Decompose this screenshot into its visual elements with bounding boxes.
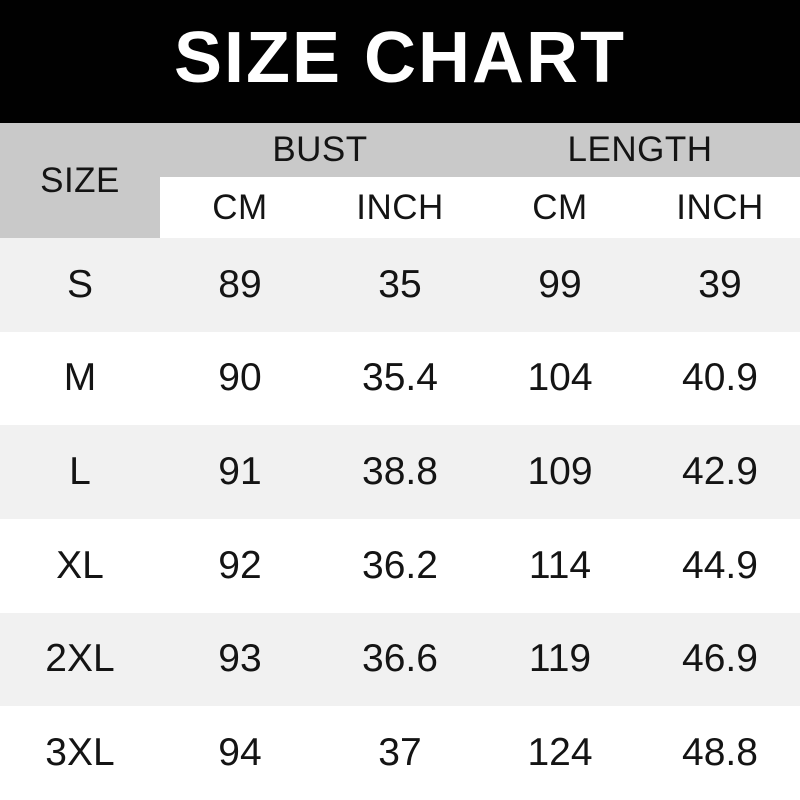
page-title: SIZE CHART [174,17,626,98]
size-cell: L [69,450,91,494]
value-cell: 119 [528,637,592,681]
table-row: S 89 35 99 39 [0,238,800,332]
value-cell: 94 [218,731,262,775]
size-cell: M [63,356,97,400]
table-row: L 91 38.8 109 42.9 [0,425,800,519]
value-cell: 38.8 [362,450,438,494]
value-cell: 90 [218,356,262,400]
value-cell: 109 [527,450,593,494]
value-cell: 36.2 [362,543,438,587]
value-cell: 91 [218,450,262,494]
size-cell: XL [56,543,104,587]
value-cell: 104 [527,356,593,400]
size-cell: S [66,262,93,306]
column-header-size: SIZE [0,123,160,238]
table-row: M 90 35.4 104 40.9 [0,331,800,426]
value-cell: 93 [218,637,262,681]
value-cell: 48.8 [682,731,758,775]
value-cell: 37 [378,731,422,775]
value-cell: 114 [528,543,592,587]
column-header-length-inch: INCH [640,177,800,238]
column-group-header-bust: BUST [160,123,480,177]
size-cell: 2XL [45,637,115,681]
value-cell: 124 [527,731,593,775]
value-cell: 99 [538,262,582,306]
table-header: SIZE BUST LENGTH CM INCH CM INCH [0,123,800,238]
value-cell: 92 [218,543,262,587]
size-cell: 3XL [45,731,115,775]
table-body: S 89 35 99 39 M 90 35.4 104 40.9 L 91 38… [0,238,800,800]
table-row: XL 92 36.2 114 44.9 [0,518,800,613]
value-cell: 35 [378,262,422,306]
value-cell: 39 [698,262,742,306]
value-cell: 42.9 [682,450,758,494]
value-cell: 35.4 [362,356,438,400]
size-chart-table: SIZE BUST LENGTH CM INCH CM INCH S 89 35… [0,123,800,800]
value-cell: 89 [218,262,262,306]
value-cell: 46.9 [682,637,758,681]
value-cell: 36.6 [362,637,438,681]
title-bar: SIZE CHART [0,0,800,123]
column-header-bust-inch: INCH [320,177,480,238]
column-header-bust-cm: CM [160,177,320,238]
table-row: 2XL 93 36.6 119 46.9 [0,612,800,707]
value-cell: 44.9 [682,543,758,587]
table-row: 3XL 94 37 124 48.8 [0,706,800,800]
column-group-header-length: LENGTH [480,123,800,177]
value-cell: 40.9 [682,356,758,400]
column-header-length-cm: CM [480,177,640,238]
